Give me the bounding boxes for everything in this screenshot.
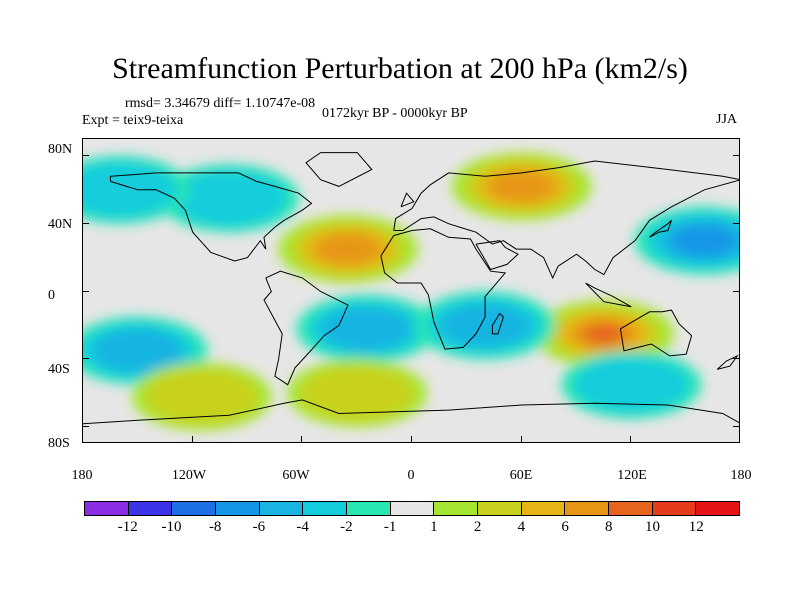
- colorbar-box: [216, 502, 260, 515]
- coastline-0: [109, 172, 313, 262]
- rmsd-stats: rmsd= 3.34679 diff= 1.10747e-08: [125, 96, 316, 111]
- field-contour-5-2: [440, 303, 530, 348]
- x-tickmark: [520, 436, 522, 443]
- colorbar-box: [390, 502, 435, 515]
- colorbar-box: [128, 502, 173, 515]
- field-contour-3-3: [672, 225, 737, 257]
- field-contour-0-3: [315, 233, 381, 265]
- y-tickmark: [82, 290, 89, 292]
- field-contour-10-1: [299, 365, 415, 422]
- colorbar-label: 2: [473, 519, 482, 535]
- y-tickmark: [82, 154, 89, 156]
- x-tickmark: [301, 436, 303, 443]
- colorbar-label: 8: [605, 519, 613, 535]
- x-tickmark: [411, 436, 412, 443]
- colorbar-label: -12: [117, 519, 138, 535]
- experiment-label: Expt = teix9-teixa: [82, 113, 184, 128]
- coastline-6: [619, 309, 693, 357]
- y-tick-40s: 40S: [48, 362, 70, 377]
- coastline-12: [716, 354, 739, 370]
- map-panel: [82, 138, 740, 443]
- y-tickmark: [733, 426, 740, 428]
- y-tick-80n: 80N: [48, 142, 73, 157]
- coastline-4: [393, 160, 739, 280]
- colorbar-label: -4: [296, 519, 309, 535]
- y-tick-0: 0: [48, 288, 55, 303]
- colorbar-label: 4: [517, 519, 526, 535]
- x-tick-0: 0: [407, 468, 415, 483]
- season-label: JJA: [716, 112, 738, 127]
- field-contour-4-2: [321, 306, 412, 351]
- y-tickmark: [733, 154, 740, 156]
- y-tickmark: [82, 426, 89, 428]
- x-tick-180e: 180: [730, 468, 752, 483]
- coastline-5: [475, 240, 519, 271]
- colorbar-box: [347, 502, 391, 515]
- colorbar-box: [652, 502, 697, 515]
- x-tickmark: [739, 436, 740, 443]
- chart-title: Streamfunction Perturbation at 200 hPa (…: [112, 52, 688, 85]
- field-contour-6-2: [93, 329, 183, 373]
- colorbar-label: -1: [383, 519, 397, 535]
- colorbar-label: 6: [561, 519, 569, 535]
- colorbar-label: 12: [688, 519, 704, 535]
- y-tickmark: [82, 358, 89, 360]
- streamfunction-map: [83, 152, 739, 431]
- colorbar-box: [609, 502, 653, 515]
- field-contour-9-1: [83, 161, 177, 218]
- x-tick-60e: 60E: [509, 468, 533, 483]
- period-label: 0172kyr BP - 0000kyr BP: [322, 106, 468, 121]
- colorbar-label: -8: [208, 519, 222, 535]
- colorbar-box: [259, 502, 304, 515]
- coastline-2: [263, 270, 349, 386]
- colorbar-box: [478, 502, 522, 515]
- y-tickmark: [82, 222, 89, 224]
- coastline-10: [491, 312, 504, 335]
- coastline-9: [649, 219, 672, 238]
- colorbar-box: [434, 502, 479, 515]
- colorbar-label: -10: [161, 519, 182, 535]
- y-tick-80s: 80S: [48, 436, 70, 451]
- y-tick-40n: 40N: [48, 217, 73, 232]
- coastline-7: [83, 399, 739, 425]
- field-contour-2-4: [584, 324, 624, 344]
- colorbar-label: 10: [645, 519, 661, 535]
- x-tickmark: [191, 436, 193, 443]
- colorbar-box: [521, 502, 566, 515]
- y-tickmark: [733, 222, 740, 224]
- colorbar-label: -6: [252, 519, 266, 535]
- field-contour-1-3: [489, 170, 554, 203]
- y-tickmark: [733, 358, 740, 360]
- colorbar-box: [303, 502, 348, 515]
- coastline-1: [305, 152, 373, 187]
- x-tick-120e: 120E: [617, 468, 647, 483]
- coastline-11: [585, 282, 632, 308]
- colorbar-label: 1: [430, 519, 438, 535]
- colorbar-box: [565, 502, 610, 515]
- x-tick-120w: 120W: [171, 468, 207, 483]
- colorbar-box: [696, 502, 740, 515]
- field-contour-11-1: [144, 368, 260, 425]
- x-tick-180w: 180: [71, 468, 93, 483]
- colorbar-box: [85, 502, 129, 515]
- field-contour-7-1: [573, 356, 689, 413]
- x-tickmark: [630, 436, 632, 443]
- colorbar: [84, 501, 740, 516]
- coastline-3: [380, 228, 507, 350]
- colorbar-box: [172, 502, 217, 515]
- coastline-8: [400, 192, 415, 208]
- field-contour-8-1: [171, 170, 287, 227]
- x-tickmark: [82, 436, 83, 443]
- y-tickmark: [733, 290, 740, 292]
- x-tick-60w: 60W: [282, 468, 310, 483]
- colorbar-label: -2: [340, 519, 353, 535]
